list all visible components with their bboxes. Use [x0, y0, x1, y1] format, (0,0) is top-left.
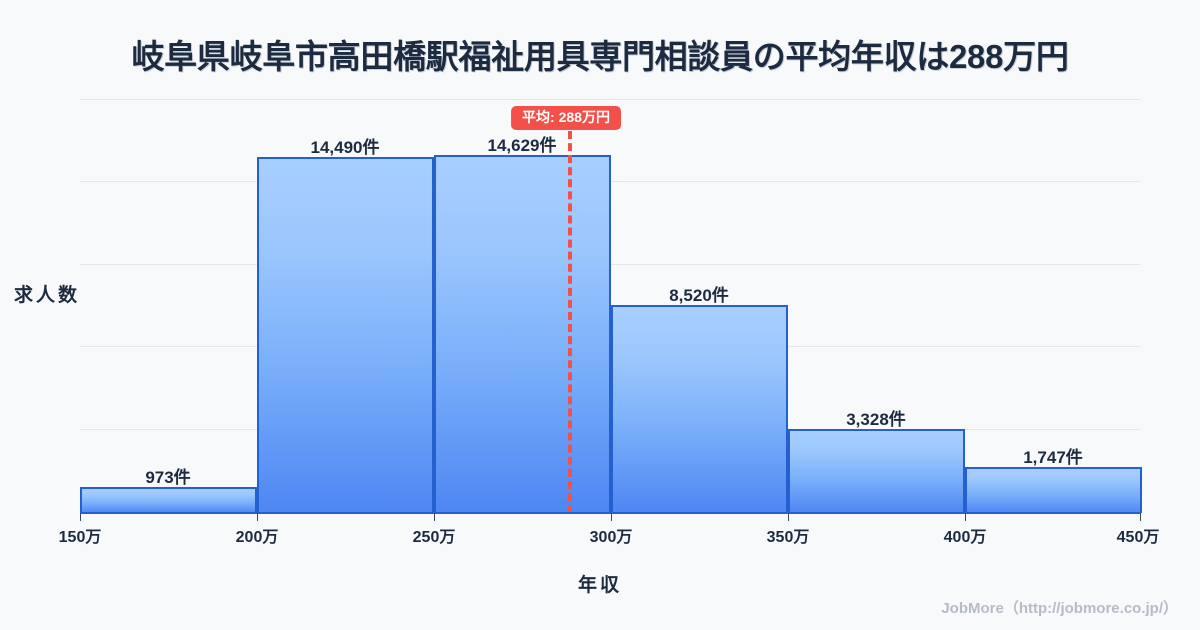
bar-300-350[interactable] — [611, 305, 788, 513]
x-axis-tick — [80, 513, 81, 521]
x-axis-tick-label: 200万 — [235, 529, 279, 546]
x-axis-tick — [257, 513, 258, 521]
page-title: 岐阜県岐阜市高田橋駅福祉用具専門相談員の平均年収は288万円 — [131, 38, 1069, 75]
x-axis-tick — [788, 513, 789, 521]
average-line-marker — [568, 131, 572, 513]
bar-250-300[interactable] — [434, 155, 611, 513]
y-axis-title: 求人数 — [14, 285, 81, 306]
x-axis-tick-label: 450万 — [1116, 529, 1160, 546]
bar-value-label: 3,328件 — [846, 410, 906, 429]
watermark: JobMore（http://jobmore.co.jp/） — [941, 600, 1178, 617]
x-axis-tick-label: 250万 — [412, 529, 456, 546]
bar-value-label: 1,747件 — [1023, 448, 1083, 467]
x-axis-tick-label: 300万 — [589, 529, 633, 546]
bar-value-label: 8,520件 — [669, 286, 729, 305]
x-axis-line — [80, 512, 1140, 514]
bar-value-label: 973件 — [145, 468, 191, 487]
x-axis-tick — [611, 513, 612, 521]
x-axis-tick — [434, 513, 435, 521]
bar-value-label: 14,490件 — [310, 138, 380, 157]
bar-350-400[interactable] — [788, 429, 965, 513]
bar-value-label: 14,629件 — [487, 136, 557, 155]
x-axis-title: 年収 — [577, 575, 622, 596]
bar-200-250[interactable] — [257, 157, 434, 513]
bar-400-450[interactable] — [965, 467, 1142, 513]
x-axis-tick-label: 150万 — [58, 529, 102, 546]
x-axis-tick — [1140, 513, 1141, 521]
x-axis-tick-label: 400万 — [943, 529, 987, 546]
x-axis-tick — [965, 513, 966, 521]
plot-area: 973件 14,490件 14,629件 8,520件 3,328件 1,747… — [80, 99, 1142, 513]
bar-150-200[interactable] — [80, 487, 257, 513]
gridline — [80, 99, 1140, 100]
x-axis-tick-label: 350万 — [766, 529, 810, 546]
average-badge: 平均: 288万円 — [511, 106, 621, 131]
